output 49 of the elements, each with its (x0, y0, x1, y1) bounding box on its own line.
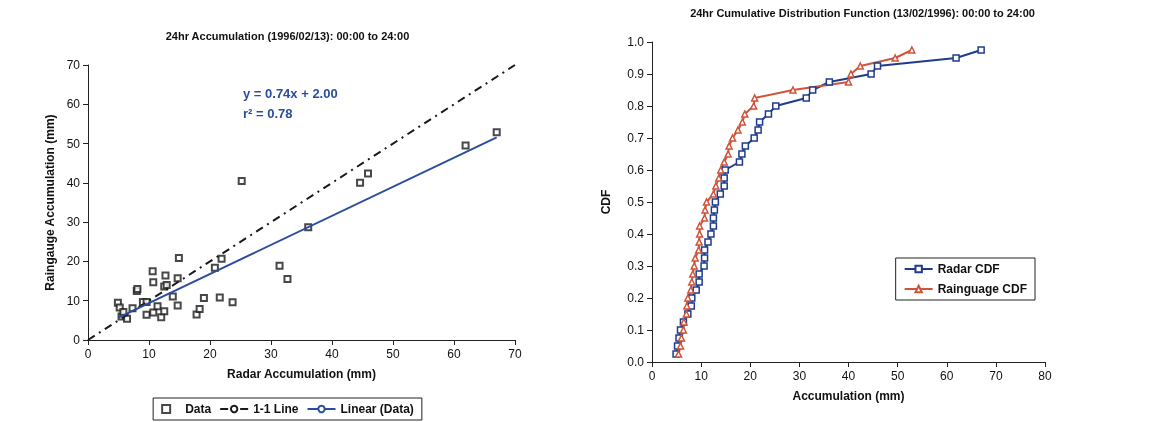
x-tick-label: 50 (890, 369, 905, 383)
x-axis-title: Radar Accumulation (mm) (227, 367, 376, 381)
y-tick-label: 50 (66, 136, 81, 151)
x-axis-title: Accumulation (mm) (792, 389, 905, 403)
x-tick-label: 20 (203, 347, 217, 361)
x-tick-label: 20 (743, 369, 758, 383)
legend-label: Radar CDF (937, 262, 1000, 276)
x-tick-label: 50 (386, 347, 400, 361)
y-axis-title: Raingauge Accumulation (mm) (42, 114, 57, 291)
x-tick-label: 40 (325, 347, 339, 361)
y-tick-label: 0.4 (627, 227, 645, 241)
y-tick-label: 70 (66, 58, 81, 72)
x-tick-label: 30 (264, 347, 278, 361)
y-tick-label: 60 (66, 97, 81, 112)
x-tick-label: 60 (447, 347, 461, 361)
y-tick-label: 1.0 (627, 35, 645, 49)
y-tick-label: 0.3 (627, 259, 645, 273)
y-tick-label: 40 (66, 175, 81, 190)
y-tick-label: 0.7 (627, 131, 645, 145)
chart-title: 24hr Accumulation (1996/02/13): 00:00 to 24:00 (165, 29, 410, 42)
x-tick-label: 0 (84, 347, 92, 361)
x-tick-label: 80 (1038, 369, 1052, 383)
y-tick-label: 20 (66, 254, 81, 269)
annotation: r² = 0.78 (243, 106, 293, 121)
y-tick-label: 0.5 (627, 195, 645, 209)
x-tick-label: 40 (841, 369, 856, 383)
y-tick-label: 0.8 (627, 99, 645, 113)
legend-label: Linear (Data) (340, 402, 414, 416)
y-tick-label: 10 (66, 293, 81, 308)
x-tick-label: 30 (792, 369, 807, 383)
x-tick-label: 70 (508, 347, 522, 361)
y-tick-label: 0.1 (627, 323, 645, 337)
y-tick-label: 0 (73, 333, 81, 347)
x-tick-label: 60 (940, 369, 954, 383)
y-tick-label: 0.9 (627, 67, 645, 81)
y-tick-label: 0.2 (627, 291, 645, 305)
y-tick-label: 30 (66, 215, 81, 230)
y-tick-label: 0.0 (627, 355, 645, 369)
chart-title: 24hr Cumulative Distribution Function (13/02/1996): 00:00 to 24:00 (690, 6, 1035, 19)
x-tick-label: 0 (648, 369, 656, 383)
x-tick-label: 70 (989, 369, 1003, 383)
legend-label: Rainguage CDF (937, 282, 1028, 296)
x-tick-label: 10 (694, 369, 709, 383)
legend-label: 1-1 Line (253, 402, 299, 416)
y-tick-label: 0.6 (627, 163, 645, 177)
legend-label: Data (185, 402, 212, 416)
y-axis-title: CDF (599, 189, 613, 215)
annotation: y = 0.74x + 2.00 (243, 86, 338, 101)
x-tick-label: 10 (142, 347, 156, 361)
